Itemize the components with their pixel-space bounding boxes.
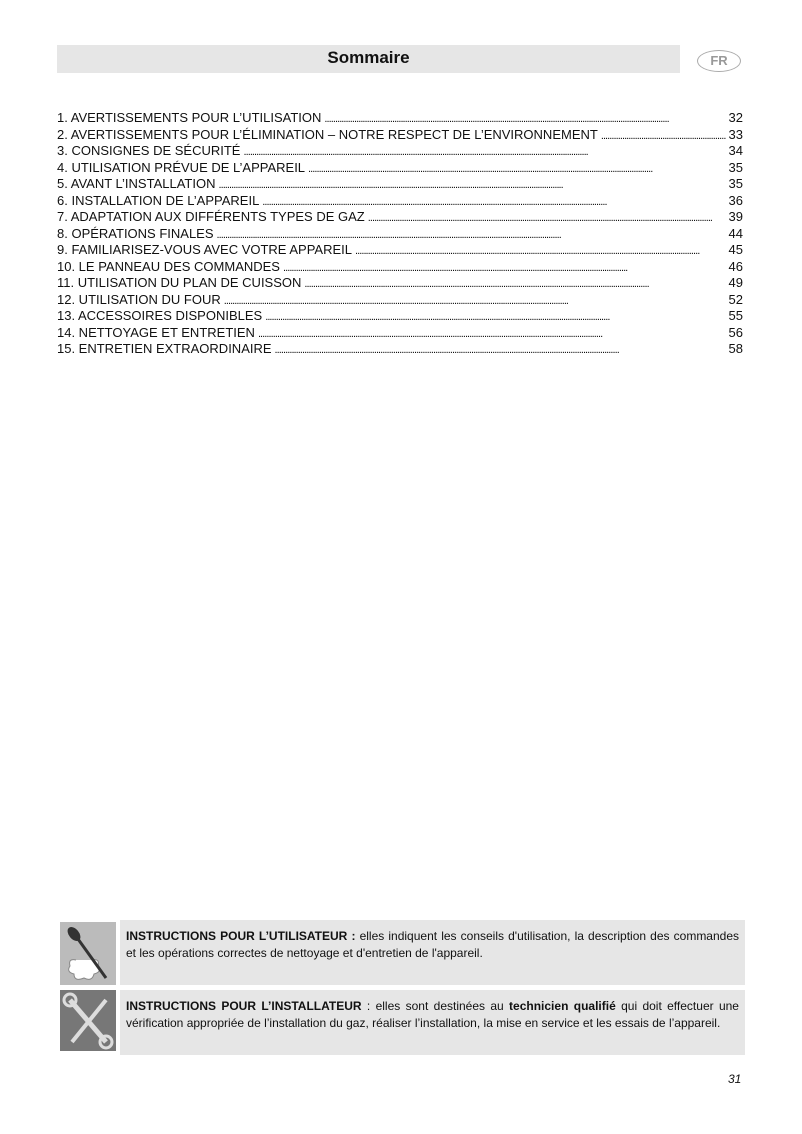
toc-page: 56 bbox=[728, 324, 743, 340]
toc-page: 34 bbox=[728, 143, 743, 158]
toc-label: 11. UTILISATION DU PLAN DE CUISSON bbox=[57, 275, 302, 290]
dot-leader bbox=[217, 226, 726, 244]
toc-page: 58 bbox=[728, 341, 743, 356]
note-text: : elles sont destinées au bbox=[361, 999, 510, 1013]
toc-entry[interactable]: 2. AVERTISSEMENTS POUR L’ÉLIMINATION – N… bbox=[57, 127, 743, 144]
dot-leader bbox=[275, 341, 726, 359]
table-of-contents: 1. AVERTISSEMENTS POUR L’UTILISATION 32 2.… bbox=[57, 110, 743, 358]
toc-page: 35 bbox=[728, 176, 743, 191]
toc-entry[interactable]: 12. UTILISATION DU FOUR 52 bbox=[57, 292, 743, 309]
toc-page: 35 bbox=[728, 159, 743, 175]
toc-page: 33 bbox=[728, 126, 743, 142]
toc-entry[interactable]: 9. FAMILIARISEZ-VOUS AVEC VOTRE APPAREIL… bbox=[57, 242, 743, 259]
toc-page: 39 bbox=[728, 209, 743, 224]
dot-leader bbox=[224, 292, 726, 310]
toc-label: 9. FAMILIARISEZ-VOUS AVEC VOTRE APPAREIL bbox=[57, 242, 352, 257]
spoon-chef-hat-icon bbox=[60, 922, 116, 985]
dot-leader bbox=[265, 308, 725, 326]
dot-leader bbox=[283, 259, 726, 277]
toc-entry[interactable]: 13. ACCESSOIRES DISPONIBLES 55 bbox=[57, 308, 743, 325]
dot-leader bbox=[258, 325, 726, 343]
toc-page: 55 bbox=[728, 308, 743, 323]
toc-entry[interactable]: 3. CONSIGNES DE SÉCURITÉ 34 bbox=[57, 143, 743, 160]
toc-label: 5. AVANT L’INSTALLATION bbox=[57, 176, 216, 191]
toc-entry[interactable]: 11. UTILISATION DU PLAN DE CUISSON 49 bbox=[57, 275, 743, 292]
installer-instructions-note: INSTRUCTIONS POUR L’INSTALLATEUR : elles… bbox=[120, 990, 745, 1055]
dot-leader bbox=[218, 176, 725, 194]
dot-leader bbox=[304, 275, 725, 293]
toc-entry[interactable]: 4. UTILISATION PRÉVUE DE L’APPAREIL 35 bbox=[57, 160, 743, 177]
toc-label: 8. OPÉRATIONS FINALES bbox=[57, 225, 214, 241]
toc-entry[interactable]: 8. OPÉRATIONS FINALES 44 bbox=[57, 226, 743, 243]
toc-entry[interactable]: 5. AVANT L’INSTALLATION 35 bbox=[57, 176, 743, 193]
note-title: INSTRUCTIONS POUR L’INSTALLATEUR bbox=[126, 999, 362, 1013]
page-title: Sommaire bbox=[57, 45, 680, 73]
toc-label: 2. AVERTISSEMENTS POUR L’ÉLIMINATION – N… bbox=[57, 126, 598, 142]
toc-label: 4. UTILISATION PRÉVUE DE L’APPAREIL bbox=[57, 159, 306, 175]
dot-leader bbox=[262, 193, 725, 211]
toc-label: 1. AVERTISSEMENTS POUR L’UTILISATION bbox=[57, 110, 322, 125]
language-badge: FR bbox=[697, 50, 741, 72]
toc-page: 32 bbox=[728, 110, 743, 125]
dot-leader bbox=[355, 242, 726, 260]
toc-label: 15. ENTRETIEN EXTRAORDINAIRE bbox=[57, 341, 272, 356]
toc-label: 6. INSTALLATION DE L’APPAREIL bbox=[57, 192, 260, 208]
user-instructions-note: INSTRUCTIONS POUR L’UTILISATEUR : elles … bbox=[120, 920, 745, 985]
toc-page: 49 bbox=[728, 275, 743, 290]
toc-page: 52 bbox=[728, 291, 743, 307]
toc-page: 36 bbox=[728, 192, 743, 208]
dot-leader bbox=[324, 110, 725, 128]
toc-entry[interactable]: 1. AVERTISSEMENTS POUR L’UTILISATION 32 bbox=[57, 110, 743, 127]
dot-leader bbox=[368, 209, 726, 227]
toc-page: 45 bbox=[728, 242, 743, 257]
toc-label: 13. ACCESSOIRES DISPONIBLES bbox=[57, 308, 263, 323]
toc-page: 44 bbox=[728, 225, 743, 241]
toc-entry[interactable]: 6. INSTALLATION DE L’APPAREIL 36 bbox=[57, 193, 743, 210]
toc-label: 14. NETTOYAGE ET ENTRETIEN bbox=[57, 324, 255, 340]
note-emphasis: technicien qualifié bbox=[509, 999, 616, 1013]
toc-label: 10. LE PANNEAU DES COMMANDES bbox=[57, 258, 280, 274]
note-title: INSTRUCTIONS POUR L’UTILISATEUR : bbox=[126, 929, 356, 943]
toc-label: 7. ADAPTATION AUX DIFFÉRENTS TYPES DE GA… bbox=[57, 209, 365, 224]
note-text: qui doit effectuer une vérification appr… bbox=[126, 999, 739, 1030]
note-text: elles indiquent les conseils d'utilisati… bbox=[126, 929, 740, 960]
dot-leader bbox=[601, 127, 726, 145]
toc-entry[interactable]: 10. LE PANNEAU DES COMMANDES 46 bbox=[57, 259, 743, 276]
dot-leader bbox=[308, 160, 725, 178]
toc-entry[interactable]: 14. NETTOYAGE ET ENTRETIEN 56 bbox=[57, 325, 743, 342]
page-number: 31 bbox=[728, 1072, 742, 1086]
wrench-screwdriver-icon bbox=[60, 990, 116, 1051]
toc-label: 12. UTILISATION DU FOUR bbox=[57, 291, 221, 307]
toc-label: 3. CONSIGNES DE SÉCURITÉ bbox=[57, 143, 241, 158]
toc-page: 46 bbox=[728, 258, 743, 274]
toc-entry[interactable]: 15. ENTRETIEN EXTRAORDINAIRE 58 bbox=[57, 341, 743, 358]
dot-leader bbox=[243, 143, 725, 161]
toc-entry[interactable]: 7. ADAPTATION AUX DIFFÉRENTS TYPES DE GA… bbox=[57, 209, 743, 226]
